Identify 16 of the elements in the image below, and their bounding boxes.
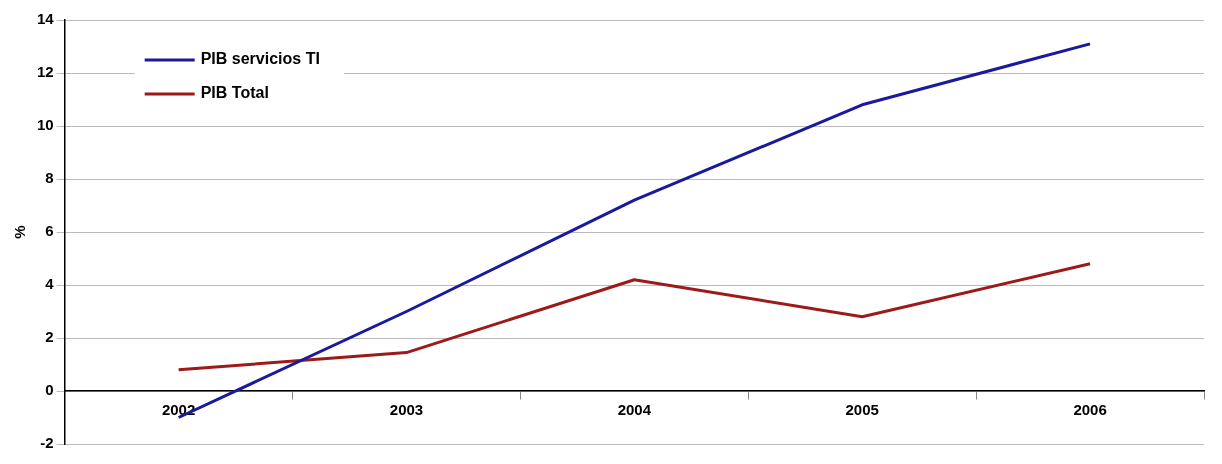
y-tick-label: 10 [37,116,54,134]
legend-label: PIB Total [200,84,269,102]
y-axis-title: % [11,225,29,239]
y-tick-label: 0 [45,381,54,399]
y-tick-label: -2 [40,434,54,452]
legend-label: PIB servicios TI [200,50,320,68]
y-tick-label: 8 [45,169,54,187]
y-tick-label: 2 [45,328,54,346]
x-tick-label: 2003 [389,401,424,419]
x-tick-label: 2004 [617,401,652,419]
y-tick-label: 4 [45,275,55,293]
y-tick-label: 12 [37,63,54,81]
y-tick-label: 14 [37,10,55,28]
y-tick-label: 6 [45,222,54,240]
x-tick-label: 2006 [1073,401,1107,419]
x-tick-label: 2005 [845,401,879,419]
